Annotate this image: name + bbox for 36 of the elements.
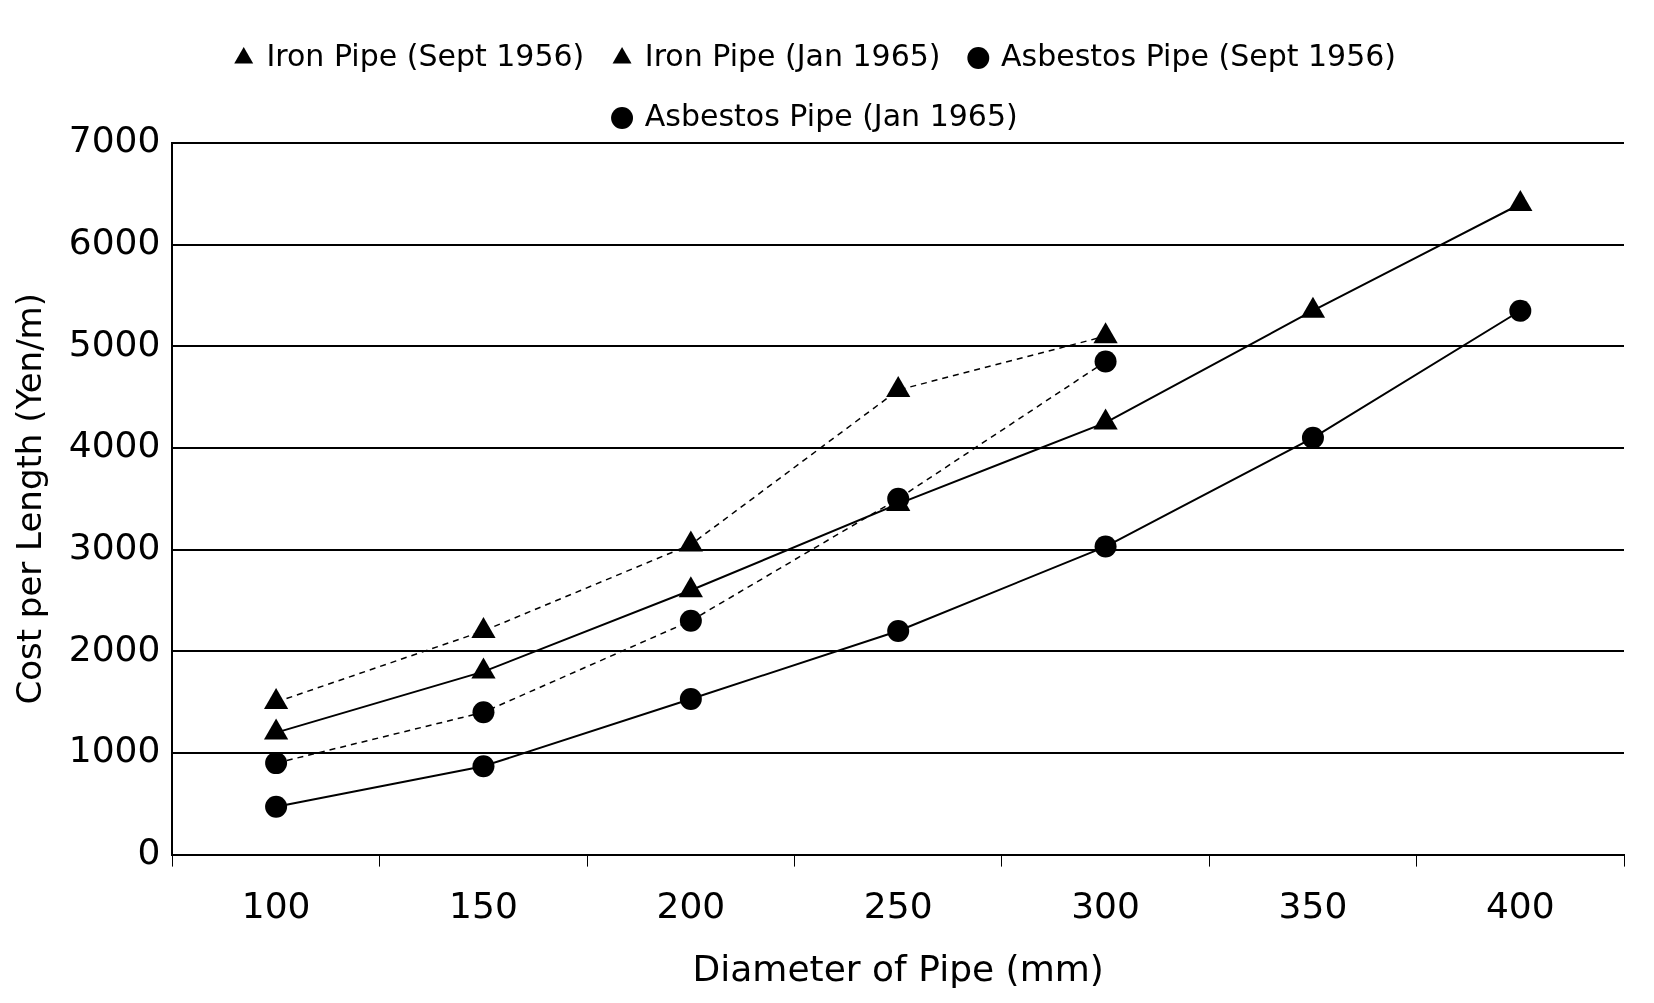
legend-label: Asbestos Pipe (Jan 1965) — [644, 97, 1018, 133]
point — [678, 530, 703, 552]
y-tick-label: 7000 — [68, 119, 161, 161]
y-tick-label: 3000 — [68, 525, 161, 567]
x-tick-label: 200 — [656, 884, 726, 926]
y-tick-label: 0 — [137, 830, 161, 872]
x-tick-label: 400 — [1485, 884, 1555, 926]
point — [265, 795, 288, 818]
legend-label: Iron Pipe (Sept 1956) — [266, 37, 585, 73]
point — [472, 701, 495, 724]
legend-label: Asbestos Pipe (Sept 1956) — [1001, 37, 1397, 73]
x-axis-title: Diameter of Pipe (mm) — [692, 947, 1104, 989]
x-tick-label: 250 — [863, 884, 933, 926]
point — [1093, 322, 1118, 344]
point — [1508, 189, 1533, 211]
x-tick-label: 350 — [1278, 884, 1348, 926]
point — [1093, 408, 1118, 430]
point — [678, 576, 703, 598]
y-tick-label: 5000 — [68, 322, 161, 364]
point — [886, 376, 911, 398]
legend-label: Iron Pipe (Jan 1965) — [644, 37, 941, 73]
point — [679, 609, 702, 632]
y-axis-title: Cost per Length (Yen/m) — [9, 293, 50, 705]
point — [265, 752, 288, 775]
x-tick-label: 150 — [449, 884, 518, 926]
point — [1094, 535, 1117, 558]
point — [887, 619, 910, 642]
point — [472, 755, 495, 778]
point — [1300, 296, 1326, 318]
y-tick-label: 6000 — [68, 221, 161, 263]
x-tick-label: 100 — [241, 884, 311, 926]
x-tick-label: 300 — [1071, 884, 1140, 926]
point — [679, 688, 702, 711]
y-tick-label: 1000 — [68, 729, 161, 771]
y-tick-label: 4000 — [68, 424, 161, 466]
y-tick-label: 2000 — [68, 627, 161, 669]
